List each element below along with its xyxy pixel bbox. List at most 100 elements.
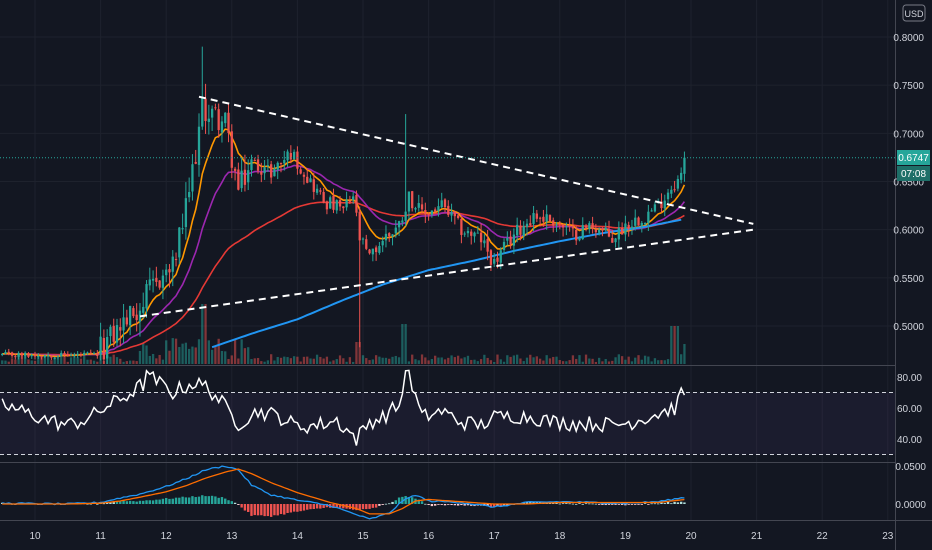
candle-body [106, 337, 109, 359]
lower-trendline[interactable] [139, 228, 754, 318]
macd-histogram-bar [453, 504, 457, 506]
volume-bar [417, 360, 420, 364]
volume-bar [594, 361, 598, 364]
macd-histogram-bar [388, 503, 391, 505]
last-price-value: 0.6747 [898, 153, 929, 164]
volume-bar [516, 354, 519, 364]
macd-histogram-bar [230, 501, 233, 504]
candle [122, 304, 125, 344]
macd-histogram-bar [89, 503, 92, 505]
candle [525, 218, 529, 236]
trendlines[interactable] [139, 95, 754, 318]
price-tick-label: 0.6000 [893, 226, 924, 237]
candle-body [453, 211, 456, 217]
rsi-pane[interactable] [0, 369, 895, 455]
volume-bar [135, 361, 138, 364]
candle-body [666, 192, 670, 200]
last-price-badge-bg [897, 150, 930, 165]
volume-bar [178, 347, 181, 364]
macd-histogram-bar [247, 504, 250, 512]
candle [322, 188, 325, 204]
candle [102, 329, 106, 364]
macd-histogram-bar [660, 502, 663, 504]
price-tick-label: 0.8000 [893, 33, 924, 44]
candle [56, 354, 60, 360]
macd-histogram-bar [319, 504, 322, 509]
candle-body [476, 232, 479, 234]
candle-body [411, 191, 414, 209]
candle-body [502, 241, 506, 250]
candle-body [430, 210, 434, 215]
volume-bar [361, 355, 365, 364]
candle-body [427, 214, 430, 216]
volume-bar [283, 356, 286, 364]
candle-body [276, 162, 279, 170]
price-axis[interactable]: 0.8000 0.7500 0.7000 0.6500 0.6000 0.5500 0.50… [893, 33, 924, 333]
candle [388, 232, 391, 242]
candle-body [614, 238, 617, 243]
price-tick-label: 0.7000 [893, 129, 924, 140]
volume-bar [525, 357, 529, 364]
candle [60, 350, 63, 357]
macd-histogram-bar [355, 504, 358, 511]
volume-bar [630, 361, 634, 364]
rsi-line[interactable] [1, 369, 686, 446]
time-tick-label: 18 [554, 531, 566, 542]
candle [43, 354, 46, 359]
candle [581, 217, 584, 241]
volume-bar [647, 356, 650, 364]
candle-body [256, 159, 260, 171]
macd-histogram-bar [168, 498, 171, 504]
candle [92, 351, 96, 355]
candle [17, 351, 20, 360]
volume-bar [148, 355, 151, 364]
candle [69, 352, 73, 356]
macd-signal-line[interactable] [2, 468, 685, 515]
volume-bar [76, 357, 79, 364]
volume-bar [617, 354, 620, 364]
macd-histogram-bar [148, 500, 151, 504]
candle [427, 212, 430, 221]
macd-histogram-bar [378, 504, 381, 506]
candle [279, 162, 283, 173]
currency-badge[interactable]: USD [902, 4, 926, 22]
volume-bar [614, 357, 617, 364]
volume-bar [263, 361, 266, 364]
macd-histogram-bar [624, 504, 627, 506]
macd-histogram-bar [620, 504, 624, 505]
candle-body [89, 352, 92, 354]
volume-bar [571, 355, 575, 364]
candle-body [496, 257, 499, 262]
candle-body [92, 353, 96, 355]
volume-bar [368, 360, 371, 364]
volume-bar [666, 359, 670, 364]
time-tick-label: 15 [357, 531, 369, 542]
upper-trendline[interactable] [198, 95, 754, 225]
candle-body [565, 226, 568, 228]
candlesticks[interactable] [1, 46, 686, 364]
macd-histogram-bar [145, 500, 148, 504]
grid-lines [0, 0, 895, 520]
volume-bar [499, 359, 502, 364]
time-axis[interactable]: 10 11 12 13 14 15 16 17 18 19 20 21 22 23 [29, 531, 893, 542]
volume-bar [397, 357, 401, 364]
macd-pane[interactable] [1, 465, 686, 520]
volume-bar [522, 361, 525, 364]
macd-histogram-bar [463, 504, 466, 506]
volume-bar [168, 350, 171, 364]
volume-bar [43, 355, 46, 364]
candle-body [598, 229, 601, 233]
macd-histogram-bar [296, 504, 299, 512]
candle [506, 231, 509, 246]
candle [89, 349, 92, 354]
macd-histogram-bar [240, 504, 243, 508]
ma-long-line[interactable] [211, 218, 682, 349]
candle [361, 237, 365, 245]
volume-bar [676, 326, 680, 364]
volume-bar [191, 346, 194, 364]
candle-body [43, 355, 46, 357]
macd-histogram-bar [224, 498, 227, 504]
candle-body [407, 191, 411, 212]
candle [142, 292, 145, 319]
